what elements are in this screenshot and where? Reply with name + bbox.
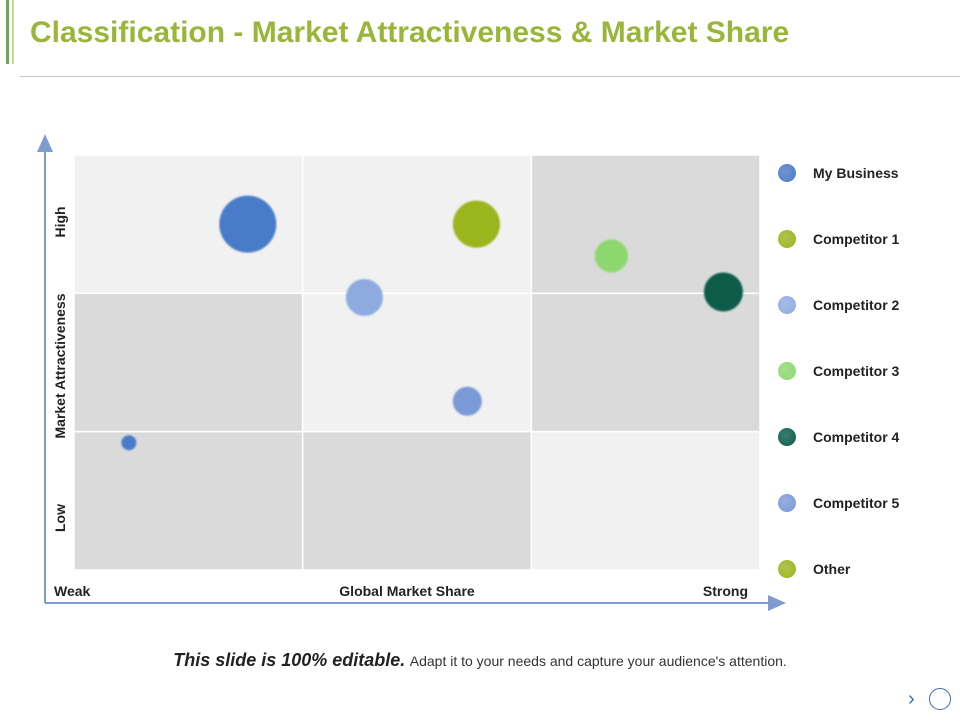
bubble-point: [452, 200, 501, 249]
quadrant-cell: [530, 430, 761, 571]
next-slide-chevron-icon[interactable]: ›: [908, 688, 915, 710]
legend-item: My Business: [778, 160, 899, 186]
legend-swatch: [778, 230, 796, 248]
quadrant-cell: [530, 154, 761, 295]
title-divider: [20, 76, 960, 77]
quadrant-cell: [301, 430, 533, 571]
x-tick-label-weak: Weak: [54, 583, 91, 599]
slide-title: Classification - Market Attractiveness &…: [30, 16, 790, 49]
legend-item: Competitor 2: [778, 292, 899, 318]
legend-item: Other: [778, 556, 850, 582]
legend-label: Competitor 5: [813, 495, 900, 511]
footer-emphasis: This slide is 100% editable.: [173, 650, 406, 670]
accent-bar-light: [12, 0, 14, 64]
accent-bar: [6, 0, 9, 64]
legend-item: Competitor 3: [778, 358, 899, 384]
bubble-point: [703, 271, 744, 312]
y-tick-label-low: Low: [52, 504, 68, 532]
quadrant-cell: [73, 430, 304, 571]
legend-label: Other: [813, 561, 851, 577]
legend-label: My Business: [813, 165, 899, 181]
legend-swatch: [778, 362, 796, 380]
legend-item: Competitor 4: [778, 424, 899, 450]
bubble-point: [345, 278, 384, 317]
legend-swatch: [778, 428, 796, 446]
bubble-point: [594, 238, 629, 273]
bubble-point: [452, 386, 483, 417]
footer-text: Adapt it to your needs and capture your …: [409, 653, 787, 669]
y-axis-title: Market Attractiveness: [52, 293, 68, 438]
slide-nav-circle-icon[interactable]: [929, 688, 951, 710]
x-tick-label-strong: Strong: [703, 583, 748, 599]
x-axis-title: Global Market Share: [339, 583, 475, 599]
quadrant-cell: [301, 292, 533, 433]
legend-label: Competitor 4: [813, 429, 900, 445]
legend-label: Competitor 2: [813, 297, 900, 313]
legend-item: Competitor 1: [778, 226, 899, 252]
quadrant-cell: [530, 292, 761, 433]
legend-label: Competitor 1: [813, 231, 900, 247]
legend-swatch: [778, 560, 796, 578]
legend-item: Competitor 5: [778, 490, 899, 516]
bubble-layer: [120, 195, 744, 451]
legend-swatch: [778, 296, 796, 314]
legend-swatch: [778, 164, 796, 182]
footer-note: This slide is 100% editable. Adapt it to…: [0, 650, 960, 671]
y-tick-label-high: High: [52, 206, 68, 237]
quadrant-cell: [73, 292, 304, 433]
bubble-point: [120, 434, 137, 451]
quadrant-grid: [73, 154, 761, 571]
legend-label: Competitor 3: [813, 363, 900, 379]
legend-swatch: [778, 494, 796, 512]
bubble-point: [218, 195, 277, 254]
